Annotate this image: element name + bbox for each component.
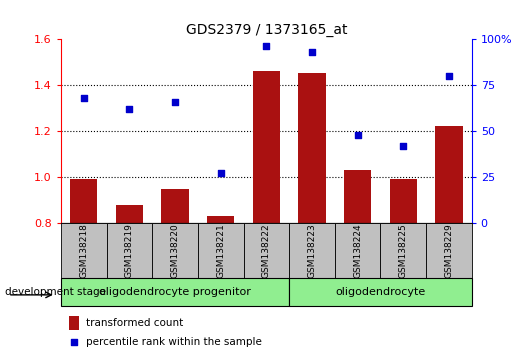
Text: GSM138218: GSM138218 xyxy=(80,223,89,278)
Point xyxy=(216,171,225,176)
Point xyxy=(445,73,453,79)
Title: GDS2379 / 1373165_at: GDS2379 / 1373165_at xyxy=(186,23,347,36)
Point xyxy=(308,49,316,55)
Point xyxy=(354,132,362,137)
Text: oligodendrocyte progenitor: oligodendrocyte progenitor xyxy=(99,287,251,297)
Text: GSM138220: GSM138220 xyxy=(171,223,180,278)
Text: GSM138219: GSM138219 xyxy=(125,223,134,278)
Bar xyxy=(70,179,98,223)
Text: GSM138221: GSM138221 xyxy=(216,223,225,278)
Point xyxy=(399,143,408,149)
Text: percentile rank within the sample: percentile rank within the sample xyxy=(86,337,261,347)
Bar xyxy=(161,188,189,223)
Bar xyxy=(390,179,417,223)
Text: GSM138222: GSM138222 xyxy=(262,223,271,278)
Bar xyxy=(289,278,472,306)
Bar xyxy=(426,223,472,278)
Bar xyxy=(107,223,152,278)
Bar xyxy=(198,223,243,278)
Bar xyxy=(335,223,381,278)
Bar xyxy=(61,223,107,278)
Bar xyxy=(69,316,80,330)
Text: GSM138223: GSM138223 xyxy=(307,223,316,278)
Text: GSM138225: GSM138225 xyxy=(399,223,408,278)
Text: GSM138229: GSM138229 xyxy=(444,223,453,278)
Bar xyxy=(243,223,289,278)
Text: development stage: development stage xyxy=(5,287,107,297)
Bar xyxy=(298,73,325,223)
Bar xyxy=(344,170,372,223)
Bar xyxy=(116,205,143,223)
Bar xyxy=(435,126,463,223)
Bar xyxy=(207,216,234,223)
Point xyxy=(171,99,179,104)
Point xyxy=(125,106,134,112)
Text: GSM138224: GSM138224 xyxy=(353,223,362,278)
Bar xyxy=(61,278,289,306)
Bar xyxy=(253,71,280,223)
Bar xyxy=(381,223,426,278)
Text: oligodendrocyte: oligodendrocyte xyxy=(335,287,426,297)
Point xyxy=(70,339,78,345)
Point xyxy=(262,44,270,49)
Point xyxy=(80,95,88,101)
Bar xyxy=(152,223,198,278)
Bar xyxy=(289,223,335,278)
Text: transformed count: transformed count xyxy=(86,318,183,328)
